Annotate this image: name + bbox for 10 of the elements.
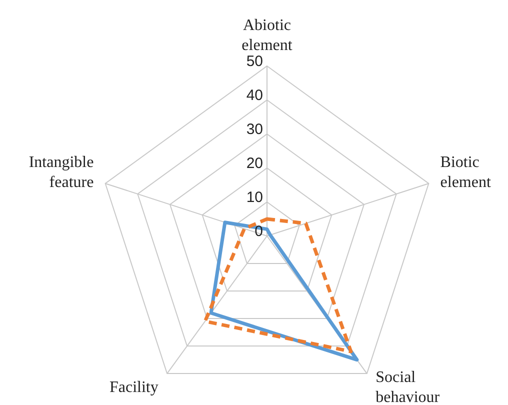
spoke-label: Social behaviour [376,369,440,405]
spoke-label: Intangible feature [28,154,94,191]
y-tick-label: 20 [246,155,263,172]
spoke-label: Biotic element [440,154,492,191]
y-tick-label: 30 [246,121,263,138]
y-tick-label: 50 [246,53,263,70]
y-tick-label: 40 [246,87,263,104]
spoke-label: Abiotic element [242,17,293,54]
y-tick-label: 10 [246,189,263,206]
spoke-label: Facility [109,379,158,396]
